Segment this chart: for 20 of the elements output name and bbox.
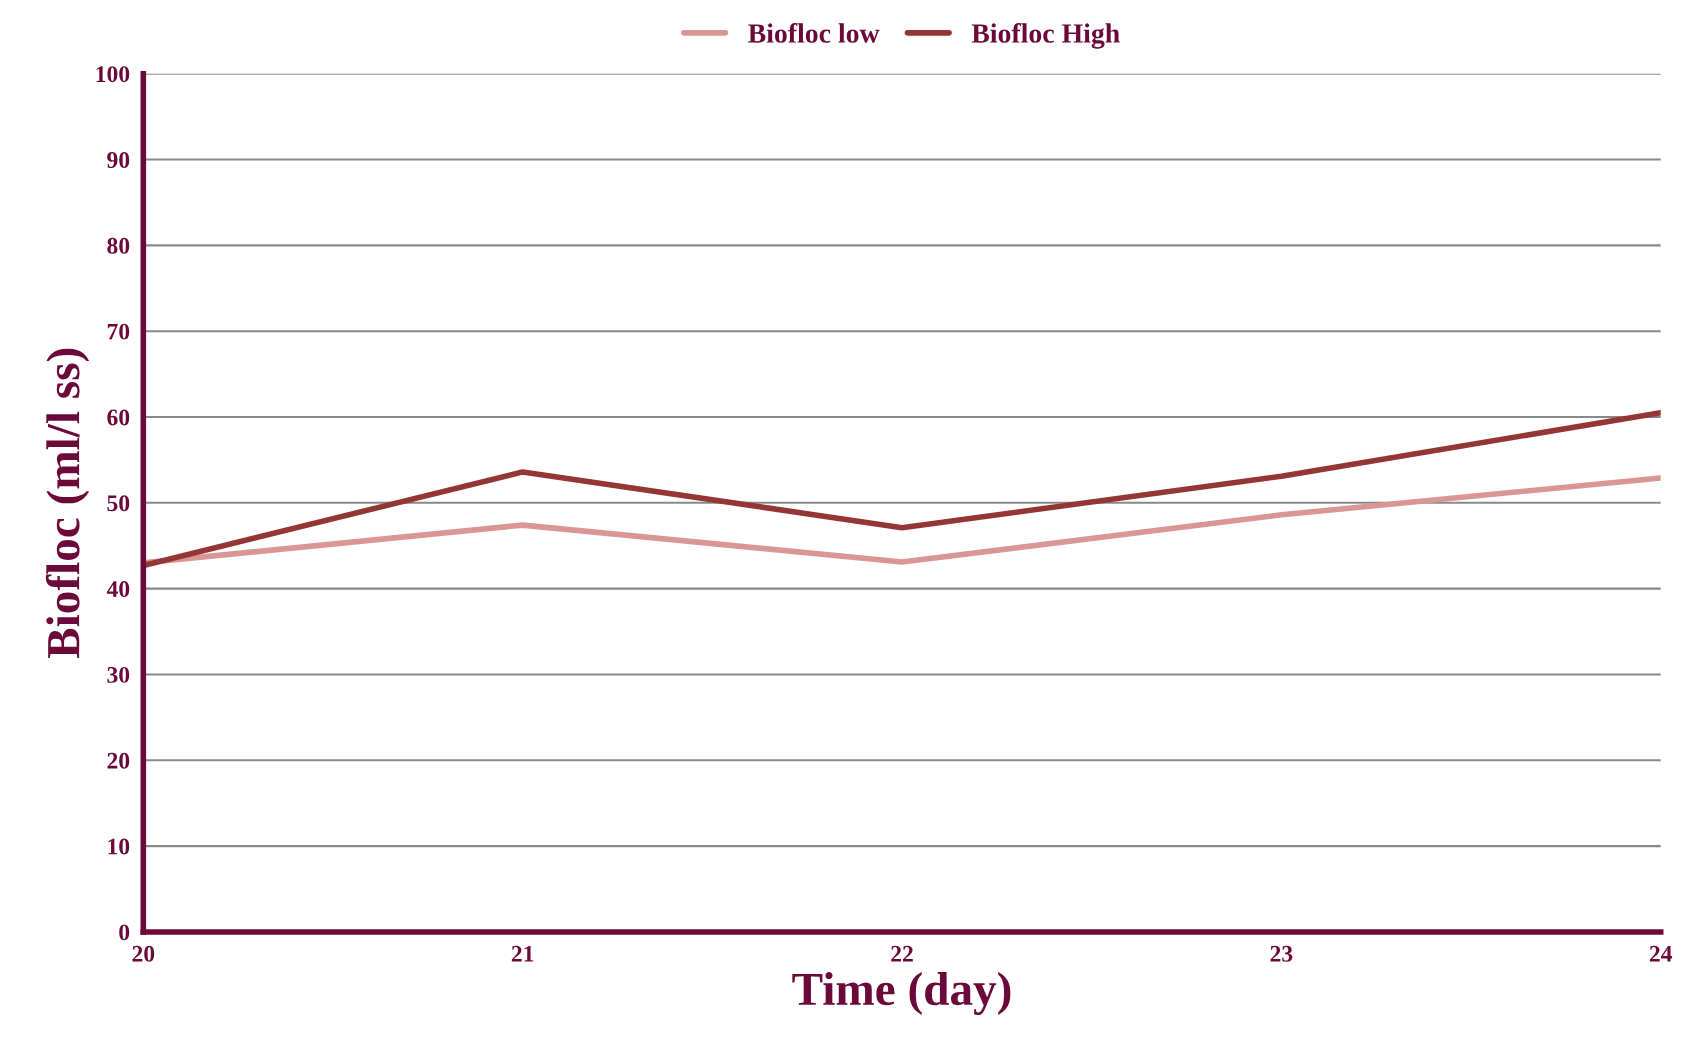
y-tick-label: 100 (96, 66, 130, 83)
y-tick-label: 0 (119, 924, 130, 941)
x-tick-label: 24 (1649, 945, 1673, 962)
x-tick-label: 23 (1270, 945, 1293, 962)
x-axis-title: Time (day) (792, 972, 1011, 1016)
x-tick-label: 20 (132, 945, 155, 962)
y-tick-label: 40 (106, 581, 130, 598)
y-tick-label: 70 (107, 323, 130, 340)
y-tick-label: 90 (107, 152, 130, 168)
y-tick-label: 50 (107, 495, 130, 512)
x-tick-label: 21 (511, 945, 534, 962)
y-tick-label: 20 (107, 752, 130, 769)
y-tick-label: 80 (107, 237, 130, 254)
legend-label: Biofloc High (971, 23, 1120, 49)
y-tick-label: 10 (108, 838, 130, 855)
y-tick-label: 30 (107, 666, 130, 683)
y-axis-title: Biofloc (ml/l ss) (45, 348, 90, 659)
x-tick-label: 22 (891, 945, 913, 962)
legend-label: Biofloc low (748, 23, 880, 43)
y-tick-label: 60 (107, 409, 130, 426)
